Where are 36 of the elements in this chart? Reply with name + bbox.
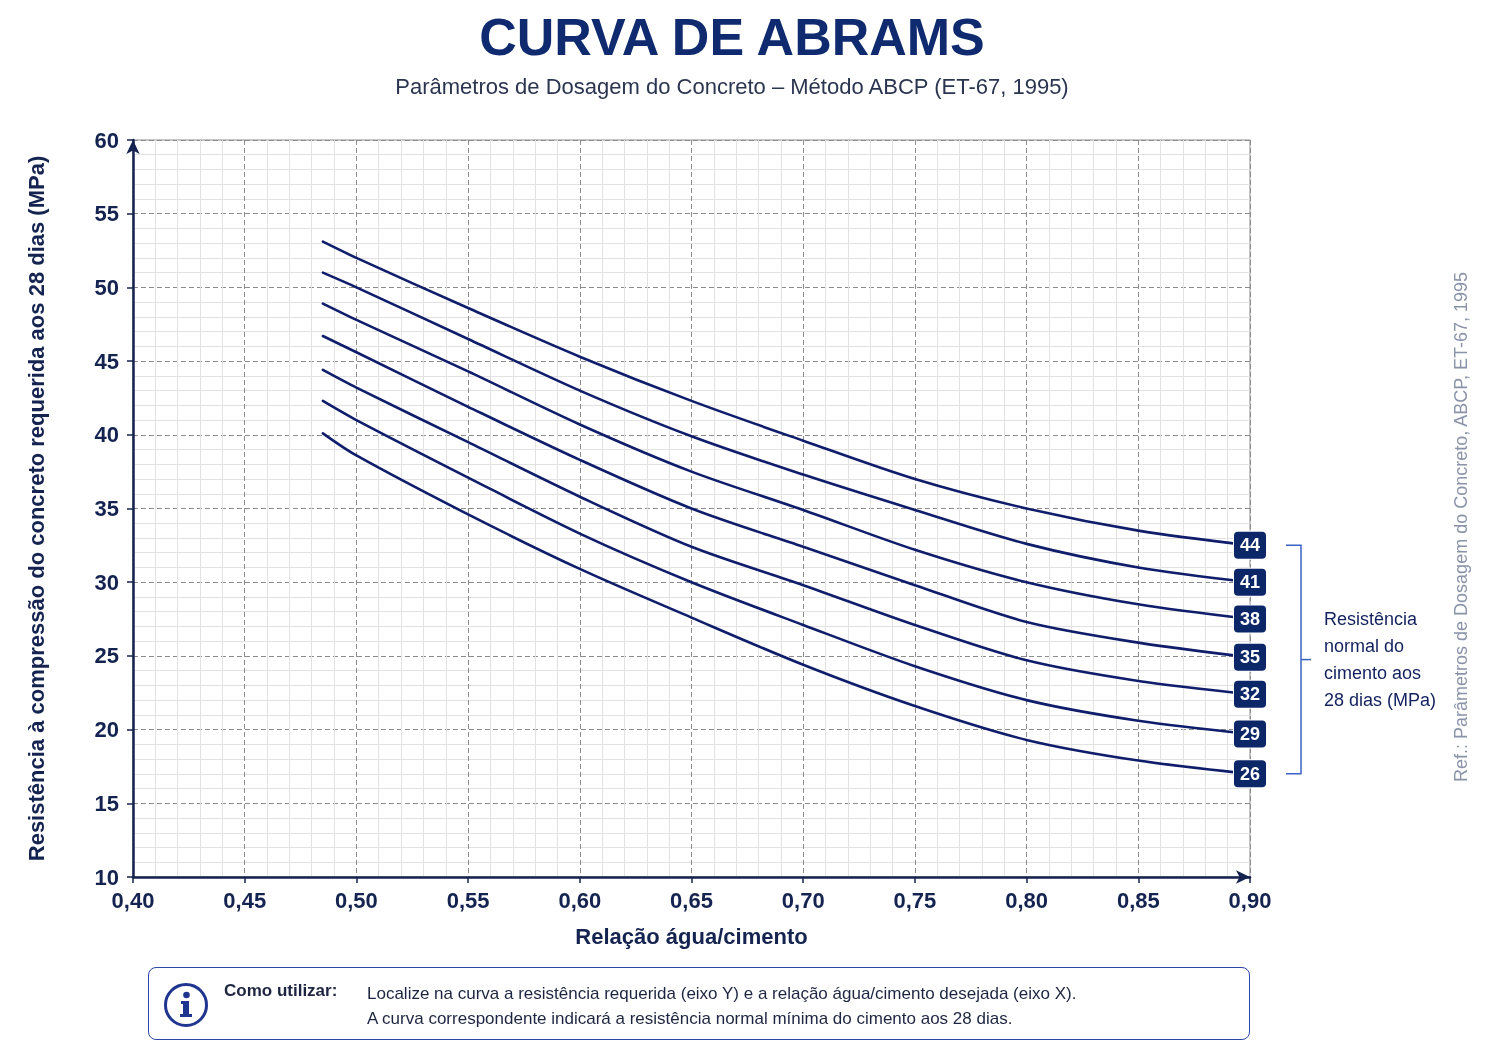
y-tick-label: 10 (94, 864, 119, 890)
x-tick-label: 0,50 (334, 887, 378, 913)
y-tick-label: 35 (94, 496, 119, 521)
x-tick-label: 0,60 (558, 887, 602, 913)
x-tick-label: 0,55 (446, 887, 490, 913)
note-panel: Como utilizar: Localize na curva a resistência requerida (eixo Y) e a relação água/cimento desejada (eixo X). A curva correspondente indicará a resistência normal mínima do cimento aos 28 dias. (148, 967, 1250, 1040)
text: Ref.: Parâmetros de Dosagem do Concreto, ABCP, ET-67, 1995 (1451, 272, 1471, 782)
series-label: 32 (1239, 684, 1261, 705)
x-axis-title: Relação água/cimento (575, 923, 808, 949)
chart-title: CURVA DE ABRAMS (479, 8, 985, 66)
y-tick-label: 40 (94, 422, 119, 448)
x-tick-label: 0,45 (223, 887, 267, 913)
series-label: 35 (1239, 647, 1261, 668)
series-label: 41 (1239, 572, 1261, 593)
y-tick-label: 30 (94, 569, 119, 595)
x-tick-label: 0,80 (1005, 887, 1049, 913)
x-tick-label: 0,70 (781, 887, 825, 913)
series-label: 44 (1239, 535, 1261, 556)
legend-title: Resistência normal do cimento aos 28 dias (MPa) (1324, 609, 1437, 711)
series-label: 38 (1239, 609, 1261, 630)
y-tick-label: 60 (94, 127, 119, 153)
x-tick-label: 0,40 (111, 887, 155, 913)
y-tick-label: 15 (94, 790, 119, 816)
y-tick-label: 45 (94, 348, 119, 374)
chart-subtitle: Parâmetros de Dosagem do Concreto – Método ABCP (ET-67, 1995) (395, 73, 1069, 99)
x-tick-label: 0,85 (1116, 887, 1160, 913)
y-tick-label: 50 (94, 274, 119, 300)
series-label: 26 (1239, 763, 1261, 784)
y-axis-title: Resistência à compressão do concreto requerida aos 28 dias (MPa) (23, 155, 49, 862)
y-tick-label: 25 (94, 643, 119, 669)
y-tick-label: 20 (94, 717, 119, 743)
x-tick-label: 0,90 (1228, 887, 1272, 913)
series-label: 29 (1239, 724, 1261, 745)
x-tick-label: 0,65 (670, 887, 713, 913)
x-tick-label: 0,75 (893, 887, 937, 913)
y-tick-label: 55 (94, 201, 119, 227)
